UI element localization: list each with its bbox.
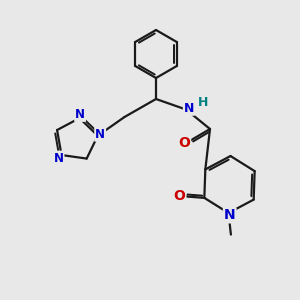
Text: N: N (95, 128, 105, 141)
Text: O: O (173, 189, 185, 203)
Text: N: N (184, 102, 194, 115)
Text: N: N (53, 152, 64, 164)
Text: N: N (224, 208, 236, 222)
Text: O: O (178, 136, 190, 150)
Text: N: N (75, 108, 85, 121)
Text: H: H (198, 96, 208, 110)
